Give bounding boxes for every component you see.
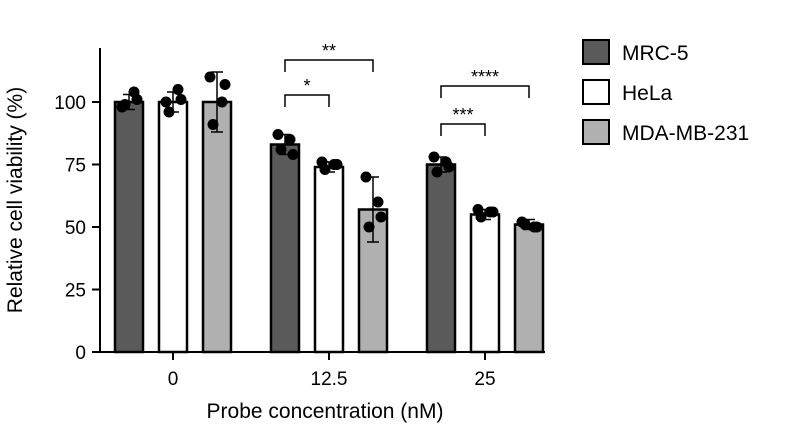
- data-point: [487, 206, 499, 218]
- bar: [201, 100, 233, 354]
- legend-swatch: [582, 39, 610, 65]
- data-point: [163, 106, 175, 118]
- x-tick-label: 25: [474, 369, 495, 390]
- y-tick-label: 0: [75, 343, 86, 364]
- significance-label: *: [303, 76, 310, 96]
- legend-swatch: [582, 119, 610, 145]
- data-point: [119, 99, 131, 110]
- data-point: [531, 221, 543, 233]
- data-point: [431, 166, 443, 178]
- data-point: [331, 159, 343, 170]
- legend-label: MRC-5: [622, 42, 689, 65]
- significance-bracket: [284, 59, 374, 72]
- x-axis-label: Probe concentration (nM): [207, 400, 444, 423]
- data-point: [319, 164, 331, 175]
- data-point: [172, 84, 184, 95]
- bar: [425, 163, 457, 354]
- legend-label: MDA-MB-231: [622, 122, 749, 145]
- significance-label: ***: [452, 105, 473, 125]
- data-point: [216, 96, 228, 108]
- significance-label: **: [322, 41, 336, 61]
- data-point: [363, 221, 375, 233]
- data-point: [175, 94, 187, 105]
- y-tick-label: 25: [65, 281, 86, 302]
- significance-bracket: [440, 123, 486, 136]
- data-point: [219, 79, 231, 90]
- data-point: [272, 129, 284, 140]
- significance-label: ****: [471, 67, 499, 87]
- data-point: [443, 161, 455, 173]
- y-tick-label: 50: [65, 218, 86, 239]
- data-point: [519, 219, 531, 230]
- data-point: [284, 134, 296, 145]
- bar: [313, 165, 345, 354]
- bar: [469, 213, 501, 354]
- y-tick-label: 75: [65, 156, 86, 177]
- plot-area: **********: [113, 41, 545, 354]
- y-tick-label: 100: [54, 93, 86, 114]
- data-point: [160, 96, 172, 108]
- data-point: [204, 71, 216, 83]
- x-tick-label: 0: [168, 369, 179, 390]
- data-point: [131, 94, 143, 105]
- data-point: [287, 149, 299, 160]
- significance-bracket: [440, 85, 530, 98]
- bar: [113, 100, 145, 354]
- x-tick-label: 12.5: [311, 369, 348, 390]
- data-point: [375, 211, 387, 223]
- y-axis-label: Relative cell viability (%): [4, 87, 27, 313]
- legend: MRC-5 HeLa MDA-MB-231: [582, 39, 749, 145]
- data-point: [207, 119, 219, 130]
- data-point: [275, 144, 287, 155]
- bar: [269, 143, 301, 354]
- data-point: [360, 171, 372, 183]
- bar: [157, 100, 189, 354]
- bar: [513, 223, 545, 354]
- data-point: [372, 196, 384, 208]
- data-point: [475, 211, 487, 223]
- legend-swatch: [582, 79, 610, 105]
- legend-label: HeLa: [622, 82, 673, 105]
- data-point: [428, 151, 440, 163]
- significance-bracket: [284, 94, 330, 107]
- axes: 0 25 50 75 100 0 12.5 25: [54, 48, 545, 390]
